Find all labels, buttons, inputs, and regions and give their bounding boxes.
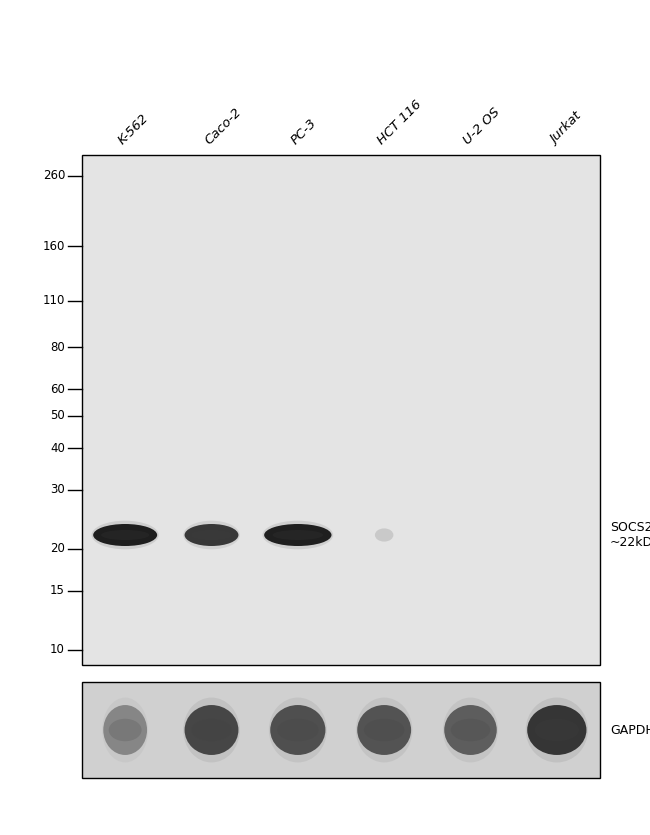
Text: 60: 60 [50, 382, 65, 396]
Ellipse shape [444, 705, 497, 755]
Text: 160: 160 [43, 240, 65, 253]
Ellipse shape [102, 697, 148, 762]
Text: Jurkat: Jurkat [548, 110, 584, 147]
Ellipse shape [185, 705, 239, 755]
Ellipse shape [375, 529, 393, 542]
Ellipse shape [101, 530, 149, 540]
Ellipse shape [191, 719, 231, 741]
Text: 30: 30 [50, 483, 65, 496]
Ellipse shape [277, 719, 318, 741]
Ellipse shape [358, 705, 411, 755]
Ellipse shape [534, 719, 579, 741]
Ellipse shape [356, 697, 413, 762]
Ellipse shape [191, 530, 231, 540]
Text: K-562: K-562 [116, 111, 151, 147]
Ellipse shape [103, 705, 147, 755]
Ellipse shape [526, 697, 588, 762]
Text: U-2 OS: U-2 OS [462, 105, 503, 147]
Text: 10: 10 [50, 643, 65, 656]
Ellipse shape [272, 530, 323, 540]
Ellipse shape [451, 719, 490, 741]
Bar [82, 682, 600, 778]
Ellipse shape [270, 705, 326, 755]
Text: 20: 20 [50, 543, 65, 555]
Ellipse shape [109, 719, 142, 741]
Bar [82, 155, 600, 665]
Text: 110: 110 [43, 295, 65, 307]
Text: PC-3: PC-3 [289, 116, 319, 147]
Text: 15: 15 [50, 584, 65, 597]
Ellipse shape [92, 521, 159, 549]
Ellipse shape [269, 697, 327, 762]
Text: 50: 50 [50, 409, 65, 423]
Text: 80: 80 [50, 341, 65, 354]
Ellipse shape [263, 521, 333, 549]
Text: SOCS2
~22kDa: SOCS2 ~22kDa [610, 521, 650, 549]
Ellipse shape [183, 521, 240, 549]
Ellipse shape [264, 524, 332, 546]
Ellipse shape [183, 697, 240, 762]
Text: GAPDH: GAPDH [610, 723, 650, 736]
Ellipse shape [185, 524, 239, 546]
Ellipse shape [527, 705, 586, 755]
Ellipse shape [364, 719, 404, 741]
Ellipse shape [93, 524, 157, 546]
Ellipse shape [443, 697, 498, 762]
Text: 40: 40 [50, 442, 65, 454]
Text: Caco-2: Caco-2 [202, 105, 244, 147]
Text: HCT 116: HCT 116 [375, 98, 424, 147]
Text: 260: 260 [43, 170, 65, 182]
